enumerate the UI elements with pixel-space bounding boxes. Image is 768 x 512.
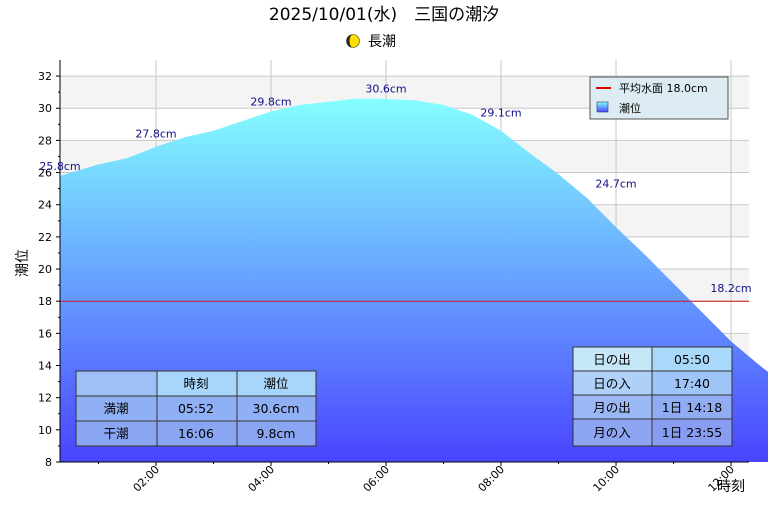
y-tick-label: 24: [38, 199, 52, 212]
y-tick-label: 30: [38, 102, 52, 115]
y-axis-label: 潮位: [15, 249, 31, 277]
chart-subtitle: 長潮: [368, 34, 396, 50]
moonrise-value: 1日 14:18: [662, 400, 722, 415]
data-label: 29.1cm: [480, 107, 521, 120]
moonrise-label: 月の出: [593, 400, 631, 415]
y-tick-label: 8: [45, 456, 52, 469]
y-tick-label: 14: [38, 360, 52, 373]
tide-table-cell: [237, 396, 316, 421]
tide-table-low-time: 16:06: [178, 426, 214, 441]
y-tick-label: 10: [38, 424, 52, 437]
sunrise-value: 05:50: [674, 352, 710, 367]
tide-table-header-level: 潮位: [263, 376, 288, 391]
moon-shadow-icon: [346, 34, 353, 48]
tide-table-cell: [157, 421, 237, 446]
y-tick-label: 18: [38, 295, 52, 308]
x-tick-label: 10:00: [591, 463, 623, 495]
tide-table-high-label: 満潮: [103, 401, 128, 416]
y-tick-label: 28: [38, 134, 52, 147]
x-tick-label: 02:00: [131, 463, 163, 495]
sunrise-label: 日の出: [593, 352, 631, 367]
data-label: 18.2cm: [710, 282, 751, 295]
tide-table-cell: [157, 396, 237, 421]
sun-moon-label-cell: [573, 395, 652, 419]
legend-tide-swatch: [596, 101, 609, 113]
sun-moon-label-cell: [573, 347, 652, 371]
sun-moon-label-cell: [573, 419, 652, 446]
data-label: 30.6cm: [365, 83, 406, 96]
x-ticks: 02:0004:0006:0008:0010:0012:0014:0016:00…: [98, 462, 737, 495]
tide-table-header-time: 時刻: [183, 376, 208, 391]
tide-table-row-header: [76, 421, 157, 446]
legend-box: [589, 76, 729, 120]
x-tick-label: 08:00: [476, 463, 508, 495]
y-tick-label: 12: [38, 392, 52, 405]
tide-table-high-level: 30.6cm: [253, 401, 300, 416]
x-axis-label: 時刻: [717, 479, 745, 495]
y-tick-label: 22: [38, 231, 52, 244]
sunset-label: 日の入: [593, 376, 631, 391]
data-labels: 25.8cm 27.8cm 29.8cm 30.6cm 29.1cm 24.7cm 18.2…: [39, 83, 751, 295]
x-tick-label: 04:00: [246, 463, 278, 495]
tide-table-corner: [76, 371, 157, 396]
tide-table-low-level: 9.8cm: [257, 426, 296, 441]
moonset-label: 月の入: [593, 425, 631, 440]
moonset-value: 1日 23:55: [662, 425, 722, 440]
x-tick-label: 06:00: [361, 463, 393, 495]
legend: 平均水面 18.0cm 潮位: [589, 76, 729, 120]
sun-moon-value-cell: [652, 395, 732, 419]
tide-table-header-cell: [157, 371, 237, 396]
y-tick-label: 32: [38, 70, 52, 83]
legend-mean-label: 平均水面 18.0cm: [619, 82, 708, 95]
sun-moon-value-cell: [652, 419, 732, 446]
sun-moon-value-cell: [652, 347, 732, 371]
tide-table-row-header: [76, 396, 157, 421]
sunset-value: 17:40: [674, 376, 710, 391]
tide-table-high-time: 05:52: [178, 401, 214, 416]
sun-moon-table: 日の出 05:50 日の入 17:40 月の出 1日 14:18 月の入 1日 …: [572, 346, 733, 447]
y-tick-label: 16: [38, 327, 52, 340]
tide-table-header-cell: [237, 371, 316, 396]
tide-table: 時刻 潮位 満潮 05:52 30.6cm 干潮 16:06 9.8cm: [75, 370, 317, 447]
tide-table-cell: [237, 421, 316, 446]
sun-moon-value-cell: [652, 371, 732, 395]
y-tick-label: 26: [38, 167, 52, 180]
data-label: 25.8cm: [39, 160, 80, 173]
y-ticks: 8 10 12 14 16 18 20 22 24 26 28 30 32: [38, 70, 60, 469]
moon-phase: [346, 34, 360, 48]
sun-moon-label-cell: [573, 371, 652, 395]
data-label: 29.8cm: [250, 95, 291, 108]
legend-tide-label: 潮位: [619, 101, 641, 115]
axes: [59, 60, 749, 463]
data-label: 27.8cm: [135, 128, 176, 141]
data-label: 24.7cm: [595, 177, 636, 190]
tide-table-low-label: 干潮: [103, 426, 128, 441]
y-tick-label: 20: [38, 263, 52, 276]
chart-title: 2025/10/01(水) 三国の潮汐: [269, 5, 499, 25]
